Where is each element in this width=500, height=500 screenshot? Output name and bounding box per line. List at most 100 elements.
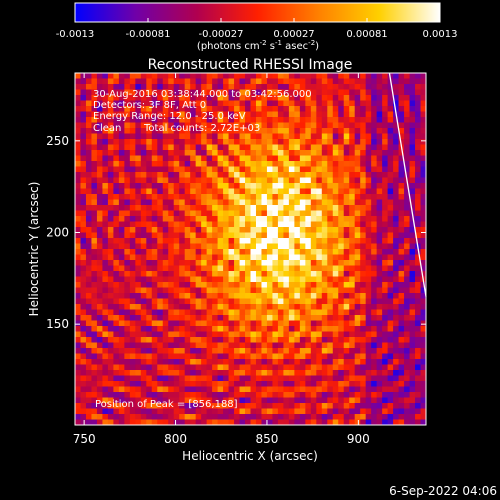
heatmap-cell [217,210,224,217]
heatmap-cell [354,183,361,190]
heatmap-cell [327,188,334,195]
heatmap-cell [404,353,411,360]
heatmap-cell [91,392,98,399]
heatmap-cell [157,282,164,289]
heatmap-cell [365,249,372,256]
heatmap-cell [327,315,334,322]
heatmap-cell [360,254,367,261]
heatmap-cell [212,260,219,267]
heatmap-cell [349,166,356,173]
heatmap-cell [85,265,93,272]
heatmap-cell [146,260,153,267]
heatmap-cell [234,177,241,184]
heatmap-cell [107,414,114,421]
heatmap-cell [299,205,306,212]
heatmap-cell [75,381,82,388]
heatmap-cell [299,337,306,344]
heatmap-cell [398,139,405,146]
heatmap-cell [113,155,120,162]
heatmap-cell [179,315,186,322]
heatmap-cell [140,271,147,278]
heatmap-cell [206,128,213,135]
heatmap-cell [201,139,208,146]
heatmap-cell [338,249,345,256]
heatmap-cell [234,111,241,118]
heatmap-cell [206,408,213,415]
heatmap-cell [420,375,426,382]
heatmap-cell [239,419,246,425]
heatmap-cell [96,111,104,118]
heatmap-cell [245,89,252,96]
heatmap-cell [305,89,312,96]
heatmap-cell [91,144,98,151]
heatmap-cell [398,397,405,404]
heatmap-cell [96,386,104,393]
heatmap-cell [255,326,263,333]
heatmap-cell [393,89,400,96]
heatmap-cell [261,320,268,327]
heatmap-cell [162,111,169,118]
heatmap-cell [310,89,317,96]
heatmap-cell [124,271,131,278]
heatmap-cell [382,172,389,179]
heatmap-cell [283,403,290,410]
heatmap-cell [107,210,114,217]
heatmap-cell [305,304,312,311]
heatmap-cell [277,199,284,206]
heatmap-cell [371,183,378,190]
heatmap-cell [85,260,93,267]
heatmap-cell [277,414,284,421]
heatmap-cell [343,73,350,80]
heatmap-cell [239,243,246,250]
heatmap-cell [135,419,142,425]
heatmap-cell [294,403,301,410]
heatmap-cell [179,155,186,162]
heatmap-cell [338,122,345,129]
heatmap-cell [80,408,87,415]
heatmap-cell [305,117,312,124]
heatmap-cell [250,375,257,382]
heatmap-cell [80,359,87,366]
heatmap-cell [272,161,279,168]
heatmap-cell [305,188,312,195]
heatmap-cell [118,243,125,250]
heatmap-cell [360,84,367,91]
heatmap-cell [288,73,295,80]
heatmap-cell [409,364,416,371]
heatmap-cell [365,381,372,388]
heatmap-cell [206,375,213,382]
heatmap-cell [288,144,295,151]
heatmap-cell [321,287,328,294]
heatmap-cell [338,315,345,322]
heatmap-cell [184,232,191,239]
heatmap-cell [310,326,317,333]
heatmap-cell [168,375,175,382]
heatmap-cell [223,216,230,223]
heatmap-cell [245,326,252,333]
heatmap-cell [310,95,317,102]
heatmap-cell [96,414,104,421]
heatmap-cell [420,133,426,140]
heatmap-cell [393,282,400,289]
heatmap-cell [179,359,186,366]
heatmap-cell [206,282,213,289]
heatmap-cell [129,408,136,415]
heatmap-cell [338,172,345,179]
heatmap-cell [129,386,136,393]
heatmap-cell [102,348,109,355]
heatmap-cell [102,408,109,415]
heatmap-cell [266,293,274,300]
heatmap-cell [294,172,301,179]
heatmap-cell [80,199,87,206]
heatmap-cell [190,331,197,338]
heatmap-cell [288,381,295,388]
heatmap-cell [162,199,169,206]
heatmap-cell [283,111,290,118]
heatmap-cell [135,117,142,124]
heatmap-cell [387,370,394,377]
heatmap-cell [250,161,257,168]
heatmap-cell [288,133,295,140]
heatmap-cell [250,260,257,267]
heatmap-cell [135,150,142,157]
heatmap-cell [85,386,93,393]
